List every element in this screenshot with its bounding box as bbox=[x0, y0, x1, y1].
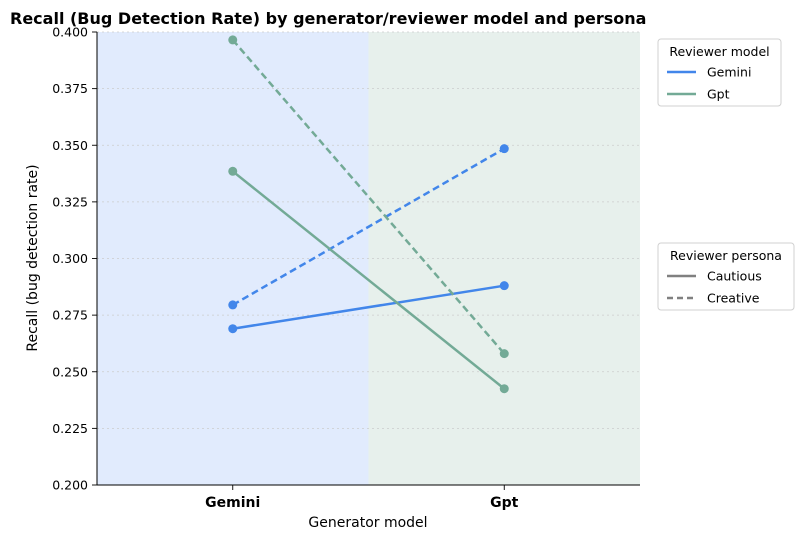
y-tick-label: 0.400 bbox=[52, 25, 88, 40]
x-tick-label-gemini: Gemini bbox=[205, 495, 260, 511]
y-axis-label: Recall (bug detection rate) bbox=[25, 164, 41, 351]
legend-label-gpt: Gpt bbox=[707, 87, 730, 102]
y-tick-label: 0.225 bbox=[52, 421, 88, 436]
y-tick-label: 0.275 bbox=[52, 308, 88, 323]
y-tick-label: 0.375 bbox=[52, 81, 88, 96]
y-tick-label: 0.325 bbox=[52, 194, 88, 209]
series-gemini-cautious-point-gpt bbox=[499, 281, 509, 291]
y-tick-label: 0.300 bbox=[52, 251, 88, 266]
legends: Reviewer model Gemini Gpt Reviewer persona C… bbox=[657, 38, 795, 311]
series-gemini-creative-point-gemini bbox=[228, 300, 238, 310]
series-gemini-cautious-point-gemini bbox=[228, 324, 238, 334]
y-ticks: 0.200 0.225 0.250 0.275 0.300 0.325 0.350 0.375… bbox=[52, 25, 97, 493]
series-gpt-creative-point-gemini bbox=[228, 35, 238, 45]
legend-box bbox=[657, 242, 795, 311]
legend-label-creative: Creative bbox=[707, 291, 760, 306]
x-tick-label-gpt: Gpt bbox=[490, 495, 519, 511]
series-gemini-cautious-line bbox=[232, 284, 505, 330]
series-group bbox=[228, 35, 509, 394]
series-gpt-cautious-point-gpt bbox=[499, 384, 509, 394]
series-gpt-creative-line bbox=[231, 39, 506, 355]
legend-label-gemini: Gemini bbox=[707, 65, 751, 80]
series-gemini-creative-point-gpt bbox=[499, 144, 509, 154]
x-ticks: Gemini Gpt bbox=[205, 485, 519, 511]
series-gpt-cautious-point-gemini bbox=[228, 166, 238, 176]
legend-label-cautious: Cautious bbox=[707, 269, 762, 284]
series-gpt-creative-point-gpt bbox=[499, 349, 509, 359]
series-gpt-cautious-line bbox=[231, 170, 506, 390]
legend-reviewer-model: Reviewer model Gemini Gpt bbox=[657, 38, 782, 107]
y-tick-label: 0.350 bbox=[52, 138, 88, 153]
legend-box bbox=[657, 38, 782, 107]
band-gpt bbox=[368, 32, 640, 485]
x-axis-label: Generator model bbox=[308, 515, 427, 531]
legend-title: Reviewer persona bbox=[670, 248, 782, 263]
y-tick-label: 0.200 bbox=[52, 478, 88, 493]
legend-title: Reviewer model bbox=[669, 44, 769, 59]
series-gemini-creative-line bbox=[232, 147, 505, 307]
legend-reviewer-persona: Reviewer persona Cautious Creative bbox=[657, 242, 795, 311]
chart-title: Recall (Bug Detection Rate) by generator… bbox=[10, 9, 646, 28]
y-tick-label: 0.250 bbox=[52, 364, 88, 379]
